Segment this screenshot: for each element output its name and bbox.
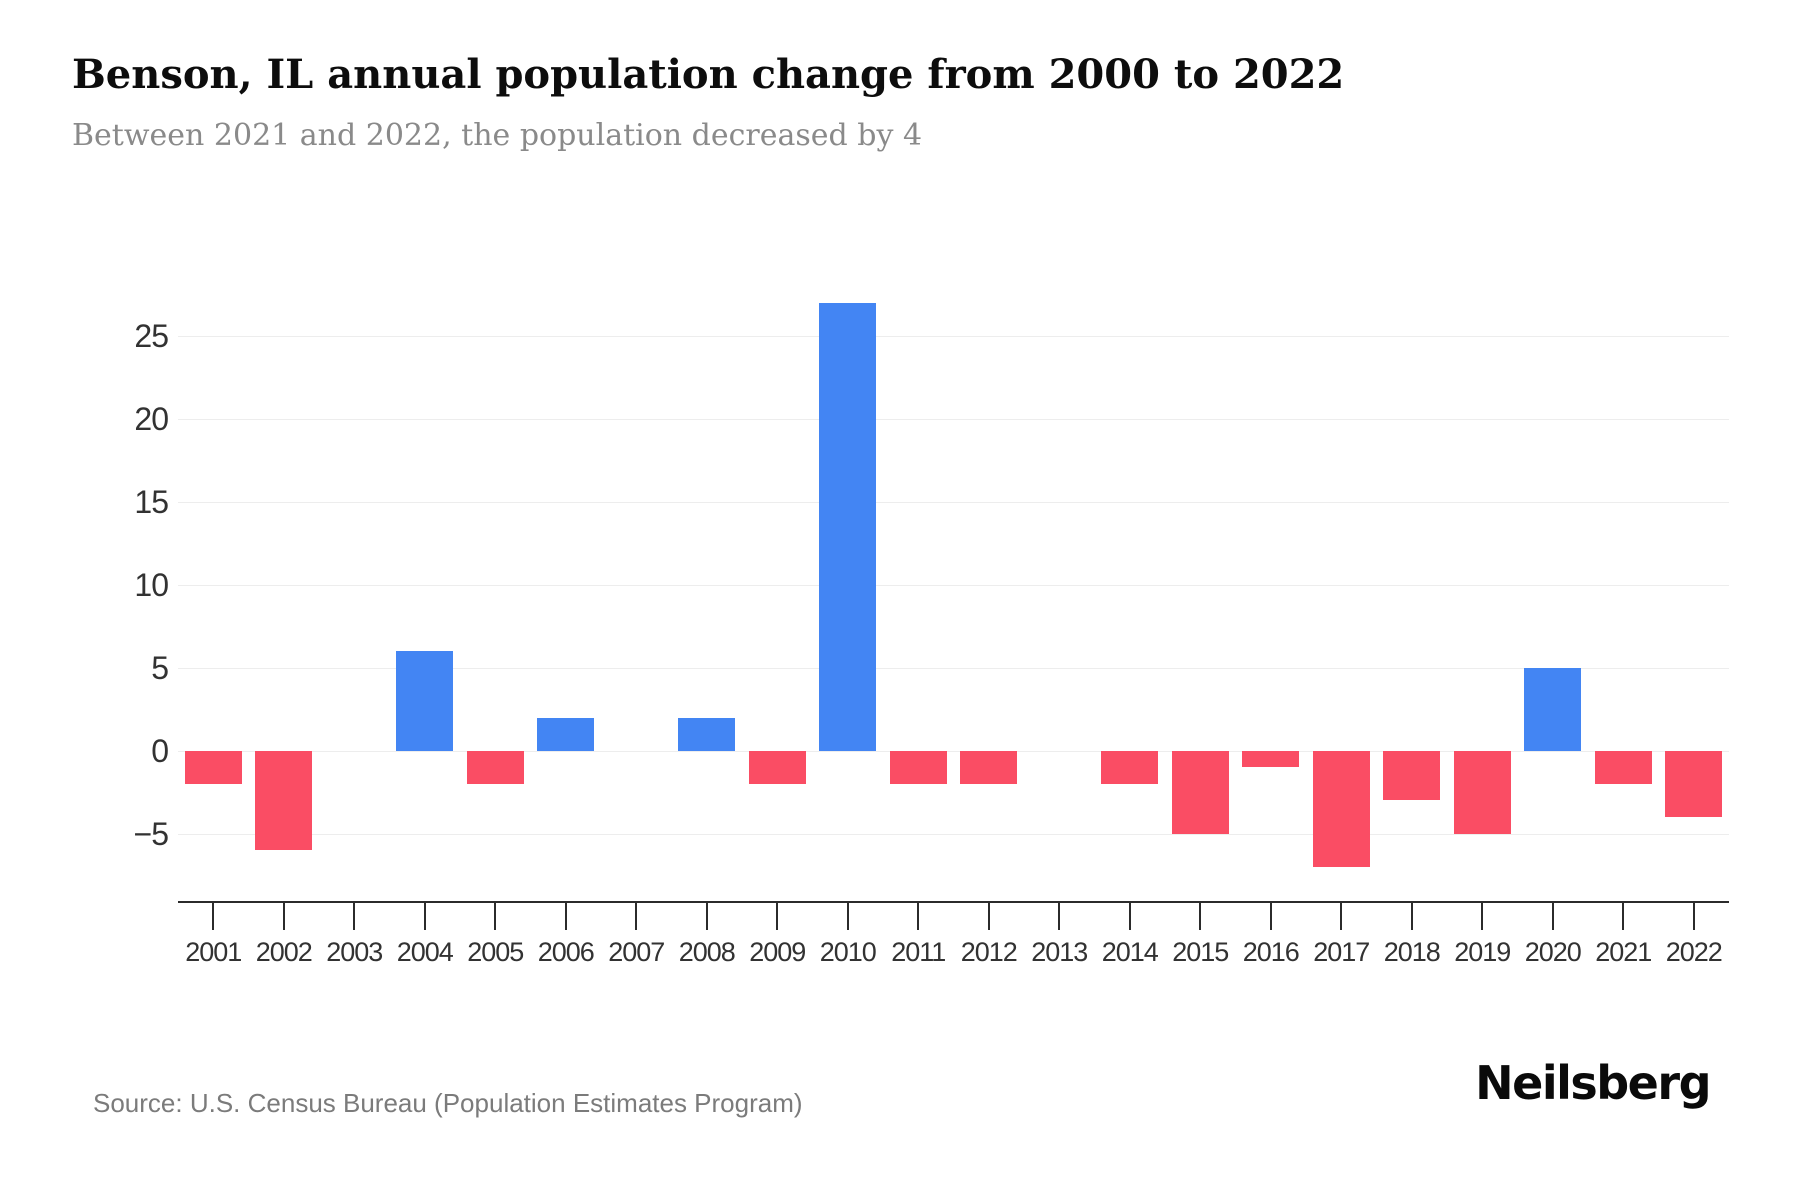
gridline: [178, 336, 1729, 338]
x-tick: [917, 903, 920, 930]
x-tick-label: 2003: [326, 937, 383, 967]
x-tick: [353, 903, 356, 930]
bar-2020: [1524, 667, 1582, 751]
gridline: [178, 750, 1729, 752]
x-tick: [1622, 903, 1625, 930]
y-tick-label: 10: [134, 567, 169, 603]
x-tick-label: 2015: [1172, 937, 1229, 967]
bar-2018: [1383, 750, 1441, 801]
chart-title: Benson, IL annual population change from…: [72, 51, 1345, 98]
x-tick: [1128, 903, 1131, 930]
bar-2008: [678, 717, 736, 751]
y-tick-label: 25: [134, 318, 169, 355]
x-tick: [212, 903, 215, 930]
x-tick: [1058, 903, 1061, 930]
x-tick-label: 2017: [1313, 937, 1370, 967]
bar-2001: [184, 750, 242, 784]
x-tick: [494, 903, 497, 930]
bar-2005: [466, 750, 524, 784]
y-tick-label: 5: [151, 649, 169, 686]
x-tick-label: 2011: [891, 937, 946, 967]
y-tick-label: 20: [134, 401, 169, 438]
x-tick-label: 2001: [185, 937, 242, 967]
x-tick-label: 2002: [255, 937, 313, 967]
bar-2002: [255, 750, 313, 851]
gridline: [178, 667, 1729, 669]
x-tick: [1692, 903, 1695, 930]
x-tick-label: 2013: [1031, 937, 1088, 967]
bar-2015: [1171, 750, 1229, 834]
x-tick: [423, 903, 426, 930]
y-tick-label: 15: [134, 484, 169, 521]
bar-2021: [1594, 750, 1652, 784]
x-tick-label: 2020: [1524, 937, 1582, 967]
x-tick-label: 2021: [1595, 937, 1652, 967]
bar-2012: [960, 750, 1018, 784]
brand-logo: Neilsberg: [1475, 1056, 1711, 1110]
bar-2011: [889, 750, 947, 784]
bar-2006: [537, 717, 595, 751]
chart-subtitle: Between 2021 and 2022, the population de…: [72, 118, 923, 153]
x-tick: [564, 903, 567, 930]
x-tick-label: 2006: [537, 937, 595, 967]
bar-2016: [1242, 750, 1300, 768]
x-tick: [987, 903, 990, 930]
bar-2009: [748, 750, 806, 784]
x-tick: [846, 903, 849, 930]
y-tick-label: −5: [133, 815, 169, 852]
x-tick-label: 2012: [960, 937, 1018, 967]
x-tick-label: 2010: [819, 937, 877, 967]
x-tick: [1551, 903, 1554, 930]
gridline: [178, 502, 1729, 504]
x-axis-line: [178, 901, 1729, 903]
x-tick-label: 2005: [467, 937, 524, 967]
x-tick-label: 2008: [678, 937, 736, 967]
x-tick: [1340, 903, 1343, 930]
plot-area: [178, 290, 1729, 880]
x-tick-label: 2007: [608, 937, 665, 967]
x-tick-label: 2016: [1242, 937, 1300, 967]
x-tick-label: 2004: [396, 937, 454, 967]
x-tick-label: 2009: [749, 937, 806, 967]
x-tick: [635, 903, 638, 930]
x-tick: [705, 903, 708, 930]
gridline: [178, 419, 1729, 421]
bar-2017: [1312, 750, 1370, 867]
bar-2022: [1665, 750, 1723, 817]
bar-2014: [1101, 750, 1159, 784]
bar-2019: [1453, 750, 1511, 834]
x-tick-label: 2018: [1383, 937, 1441, 967]
x-tick-label: 2014: [1101, 937, 1159, 967]
x-tick-label: 2022: [1665, 937, 1723, 967]
x-tick: [1481, 903, 1484, 930]
gridline: [178, 833, 1729, 835]
bar-2010: [819, 303, 877, 751]
x-tick: [776, 903, 779, 930]
x-tick: [1410, 903, 1413, 930]
x-tick: [282, 903, 285, 930]
x-tick-label: 2019: [1454, 937, 1511, 967]
x-tick: [1269, 903, 1272, 930]
bar-2004: [396, 651, 454, 751]
x-tick: [1199, 903, 1202, 930]
source-note: Source: U.S. Census Bureau (Population E…: [93, 1088, 803, 1118]
y-tick-label: 0: [151, 732, 169, 769]
gridline: [178, 585, 1729, 586]
